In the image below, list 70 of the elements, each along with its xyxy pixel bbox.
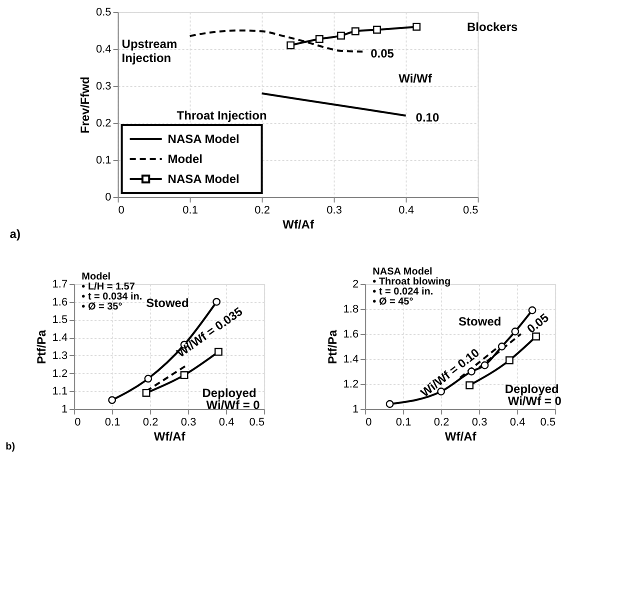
y-tick-label: 1.6 — [343, 328, 359, 340]
y-tick-label: 0.3 — [96, 80, 112, 92]
x-tick-label: 0 — [74, 416, 81, 428]
x-tick-label: 0.1 — [396, 416, 412, 428]
annotation: 0.10 — [416, 110, 440, 125]
y-tick-label: 0.1 — [96, 154, 112, 166]
annotation: • Ø = 45° — [372, 296, 414, 308]
annotation: Wi/Wf = 0 — [206, 398, 260, 412]
x-tick-label: 0.2 — [254, 204, 270, 216]
text: b) — [6, 442, 16, 452]
annotation: Upstream Injection — [122, 37, 178, 66]
x-tick-label: 0.3 — [326, 204, 342, 216]
x-tick-label: 0.4 — [398, 204, 414, 216]
y-tick-label: 0 — [105, 192, 112, 204]
annotation: Wi/Wf — [398, 72, 433, 86]
x-tick-label: 0.4 — [510, 416, 526, 428]
annotation: • t = 0.034 in. — [82, 292, 142, 302]
y-tick-label: 1.2 — [343, 378, 359, 390]
y-tick-label: 1.6 — [52, 296, 68, 308]
x-tick-label: 0 — [366, 416, 372, 428]
x-tick-label: 0.5 — [463, 204, 478, 216]
x-tick-label: 0.3 — [180, 416, 196, 428]
x-tick-label: 0 — [118, 204, 124, 216]
x-tick-label: 0.1 — [182, 204, 198, 216]
y-tick-label: 1.4 — [52, 332, 68, 344]
y-tick-label: 1.4 — [343, 354, 359, 366]
legend-label: Model — [168, 152, 202, 166]
x-axis-title: Wf/Af — [282, 218, 315, 232]
y-tick-label: 0.4 — [96, 44, 112, 56]
x-tick-label: 0.2 — [142, 416, 158, 428]
legend-label: NASA Model — [168, 132, 240, 146]
annotation: • t = 0.024 in. — [372, 286, 434, 298]
legend-label: NASA Model — [168, 172, 240, 186]
y-tick-label: 1.7 — [52, 278, 68, 290]
y-tick-label: 0.2 — [96, 118, 112, 130]
x-tick-label: 0.5 — [249, 416, 265, 428]
text: a) — [10, 227, 20, 241]
y-axis-title: Frev/Ffwd — [78, 76, 92, 134]
annotation: • L/H = 1.57 — [82, 282, 136, 292]
annotation: Wi/Wf = 0 — [508, 394, 562, 408]
annotation: Stowed — [146, 296, 189, 310]
annotation: 0.05 — [370, 46, 394, 61]
annotation: Stowed — [458, 314, 502, 328]
annotation: Deployed — [504, 382, 559, 396]
y-axis-title: Ptf/Pa — [34, 330, 48, 364]
annotation: • Ø = 35° — [82, 302, 122, 312]
y-tick-label: 0.5 — [96, 6, 112, 18]
y-tick-label: 1.5 — [52, 314, 68, 326]
annotation: Throat Injection — [176, 108, 267, 122]
x-tick-label: 0.3 — [472, 416, 488, 428]
y-tick-label: 1.3 — [52, 350, 68, 362]
x-tick-label: 0.4 — [218, 416, 234, 428]
annotation: Deployed — [202, 386, 256, 400]
annotation: Blockers — [467, 20, 518, 34]
x-axis-title: Wf/Af — [154, 430, 186, 444]
y-tick-label: 1.8 — [343, 304, 359, 316]
text: Model — [82, 272, 111, 282]
y-tick-label: 1 — [352, 404, 359, 416]
text: NASA Model — [372, 266, 433, 278]
y-tick-label: 2 — [352, 278, 359, 290]
annotation: 0.05 — [524, 310, 552, 336]
x-tick-label: 0.1 — [104, 416, 120, 428]
y-tick-label: 1.1 — [52, 386, 68, 398]
y-axis-title: Ptf/Pa — [325, 330, 340, 364]
x-tick-label: 0.2 — [434, 416, 450, 428]
y-tick-label: 1 — [61, 404, 68, 416]
x-tick-label: 0.5 — [540, 416, 556, 428]
y-tick-label: 1.2 — [52, 368, 68, 380]
x-axis-title: Wf/Af — [444, 430, 478, 444]
annotation: • Throat blowing — [372, 276, 451, 288]
